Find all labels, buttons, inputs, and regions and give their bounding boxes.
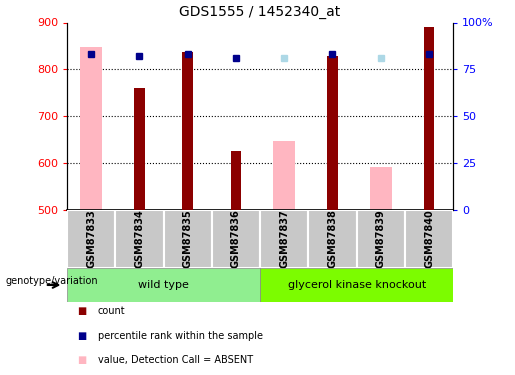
Bar [327,56,338,210]
Bar [405,210,453,268]
Text: ■: ■ [77,306,87,316]
Text: percentile rank within the sample: percentile rank within the sample [98,331,263,340]
Text: GSM87835: GSM87835 [183,210,193,268]
Text: GSM87836: GSM87836 [231,210,241,268]
Bar [67,268,260,302]
Text: GSM87834: GSM87834 [134,210,144,268]
Bar [212,210,260,268]
Text: GSM87840: GSM87840 [424,210,434,268]
Text: ■: ■ [77,331,87,340]
Bar [182,52,193,210]
Bar [231,152,241,210]
Bar [273,141,295,210]
Bar [260,210,308,268]
Bar [356,210,405,268]
Bar [370,167,391,210]
Bar [80,47,102,210]
Bar [163,210,212,268]
Text: genotype/variation: genotype/variation [5,276,98,286]
Text: GSM87839: GSM87839 [376,210,386,268]
Text: wild type: wild type [138,280,189,290]
Text: glycerol kinase knockout: glycerol kinase knockout [287,280,426,290]
Text: GSM87833: GSM87833 [86,210,96,268]
Bar [67,210,115,268]
Bar [308,210,356,268]
Text: value, Detection Call = ABSENT: value, Detection Call = ABSENT [98,355,253,365]
Text: ■: ■ [77,355,87,365]
Text: GSM87838: GSM87838 [328,210,337,268]
Bar [260,268,453,302]
Bar [134,88,145,210]
Text: count: count [98,306,126,316]
Title: GDS1555 / 1452340_at: GDS1555 / 1452340_at [179,5,341,19]
Text: GSM87837: GSM87837 [279,210,289,268]
Bar [424,27,434,210]
Bar [115,210,163,268]
